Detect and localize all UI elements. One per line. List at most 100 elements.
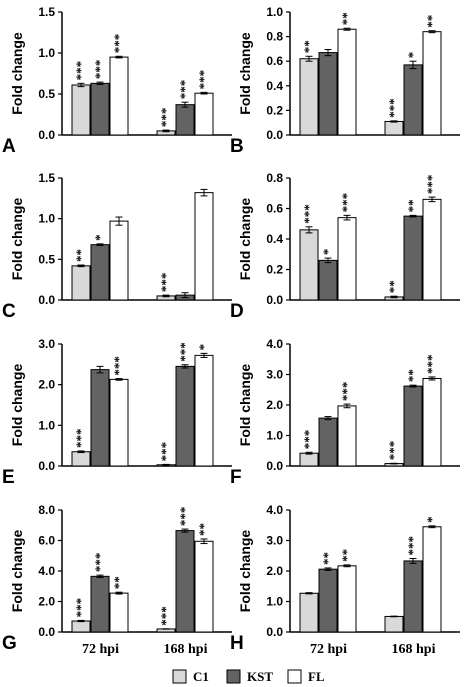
y-tick-label: 0.2 xyxy=(266,263,283,277)
bar-fl-72hpi xyxy=(337,217,357,301)
y-tick-label: 0.0 xyxy=(38,128,55,142)
bar-kst-72hpi xyxy=(318,417,338,467)
bar-kst-72hpi xyxy=(318,568,338,633)
bar-c1-72hpi xyxy=(71,265,91,301)
bar-kst-168hpi xyxy=(175,365,195,467)
significance-label: *** xyxy=(92,60,107,80)
y-axis-title: Fold change xyxy=(9,32,25,115)
significance-label: *** xyxy=(177,80,192,100)
bar-kst-168hpi xyxy=(403,385,423,467)
panel-letter: D xyxy=(230,301,244,322)
bar-kst-72hpi xyxy=(90,575,110,633)
y-tick-label: 3.0 xyxy=(38,337,55,351)
bar-kst-168hpi xyxy=(175,530,195,633)
panel-letter: H xyxy=(230,633,244,654)
bar-fl-168hpi xyxy=(194,92,214,136)
significance-label: * xyxy=(424,516,439,523)
bar-c1-168hpi xyxy=(384,120,404,136)
significance-label: ** xyxy=(405,369,420,382)
significance-label: *** xyxy=(177,342,192,362)
bar-fl-72hpi xyxy=(109,378,129,467)
panel-letter: C xyxy=(2,301,16,322)
significance-label: *** xyxy=(111,356,126,376)
y-tick-label: 1.0 xyxy=(38,212,55,226)
y-tick-label: 1.0 xyxy=(266,429,283,443)
bar-kst-72hpi xyxy=(90,244,110,301)
y-tick-label: 1.0 xyxy=(38,46,55,60)
panel-a: 0.0 0.5 1.0 1.5 Fold change A *** *** *** *** *** *… xyxy=(2,5,232,157)
significance-label: *** xyxy=(73,61,88,81)
significance-label: *** xyxy=(424,175,439,195)
significance-label: *** xyxy=(92,553,107,573)
bar-c1-72hpi xyxy=(71,620,91,633)
bar-c1-72hpi xyxy=(299,592,319,633)
significance-label: *** xyxy=(158,273,173,293)
significance-label: *** xyxy=(196,70,211,90)
significance-label: * xyxy=(92,234,107,241)
y-tick-label: 2.0 xyxy=(266,398,283,412)
bar-fl-168hpi xyxy=(422,377,442,467)
significance-label: *** xyxy=(158,606,173,626)
significance-label: ** xyxy=(339,549,354,562)
bar-fl-168hpi xyxy=(194,540,214,633)
significance-label: *** xyxy=(386,98,401,118)
y-tick-label: 2.0 xyxy=(266,564,283,578)
y-tick-label: 0.5 xyxy=(38,87,55,101)
y-tick-label: 0.5 xyxy=(38,252,55,266)
bar-kst-168hpi xyxy=(403,64,423,136)
bar-fl-168hpi xyxy=(422,526,442,633)
bar-kst-168hpi xyxy=(175,104,195,136)
panel-letter: G xyxy=(2,633,17,654)
significance-label: *** xyxy=(158,108,173,128)
bar-fl-72hpi xyxy=(109,220,129,301)
legend-swatch-c1 xyxy=(172,669,187,684)
y-axis-title: Fold change xyxy=(9,364,25,447)
y-tick-label: 4.0 xyxy=(38,564,55,578)
y-tick-label: 3.0 xyxy=(266,368,283,382)
significance-label: * xyxy=(405,52,420,59)
significance-label: *** xyxy=(339,382,354,402)
bar-c1-168hpi xyxy=(384,615,404,633)
x-category-label: 72 hpi xyxy=(82,642,119,657)
y-tick-label: 8.0 xyxy=(38,503,55,517)
bar-c1-72hpi xyxy=(71,451,91,467)
panel-letter: B xyxy=(230,136,244,157)
bar-kst-168hpi xyxy=(403,215,423,301)
significance-label: ** xyxy=(111,576,126,589)
y-tick-label: 2.0 xyxy=(38,595,55,609)
y-tick-label: 0.4 xyxy=(266,79,283,93)
bar-kst-72hpi xyxy=(318,52,338,136)
bar-kst-72hpi xyxy=(318,259,338,301)
bar-fl-72hpi xyxy=(337,565,357,633)
x-category-label: 72 hpi xyxy=(310,642,347,657)
bar-fl-168hpi xyxy=(194,192,214,301)
y-tick-label: 0.8 xyxy=(266,171,283,185)
y-axis-title: Fold change xyxy=(237,198,253,281)
y-tick-label: 4.0 xyxy=(266,337,283,351)
significance-label: *** xyxy=(111,34,126,54)
bar-kst-72hpi xyxy=(90,369,110,467)
y-tick-label: 4.0 xyxy=(266,503,283,517)
y-axis-title: Fold change xyxy=(9,530,25,613)
y-tick-label: 1.5 xyxy=(38,171,55,185)
y-tick-label: 1.5 xyxy=(38,5,55,19)
bar-kst-168hpi xyxy=(403,560,423,633)
significance-label: ** xyxy=(386,280,401,293)
x-category-label: 168 hpi xyxy=(392,642,436,657)
significance-label: *** xyxy=(177,507,192,527)
y-axis-title: Fold change xyxy=(9,198,25,281)
y-tick-label: 0.0 xyxy=(266,625,283,639)
bar-fl-168hpi xyxy=(422,198,442,301)
y-axis-title: Fold change xyxy=(237,32,253,115)
y-tick-label: 1.0 xyxy=(266,595,283,609)
y-tick-label: 1.0 xyxy=(38,418,55,432)
panel-letter: F xyxy=(230,467,242,488)
significance-label: ** xyxy=(405,199,420,212)
significance-label: ** xyxy=(196,523,211,536)
bar-fl-72hpi xyxy=(337,28,357,136)
y-tick-label: 0.4 xyxy=(266,232,283,246)
bar-kst-72hpi xyxy=(90,82,110,136)
